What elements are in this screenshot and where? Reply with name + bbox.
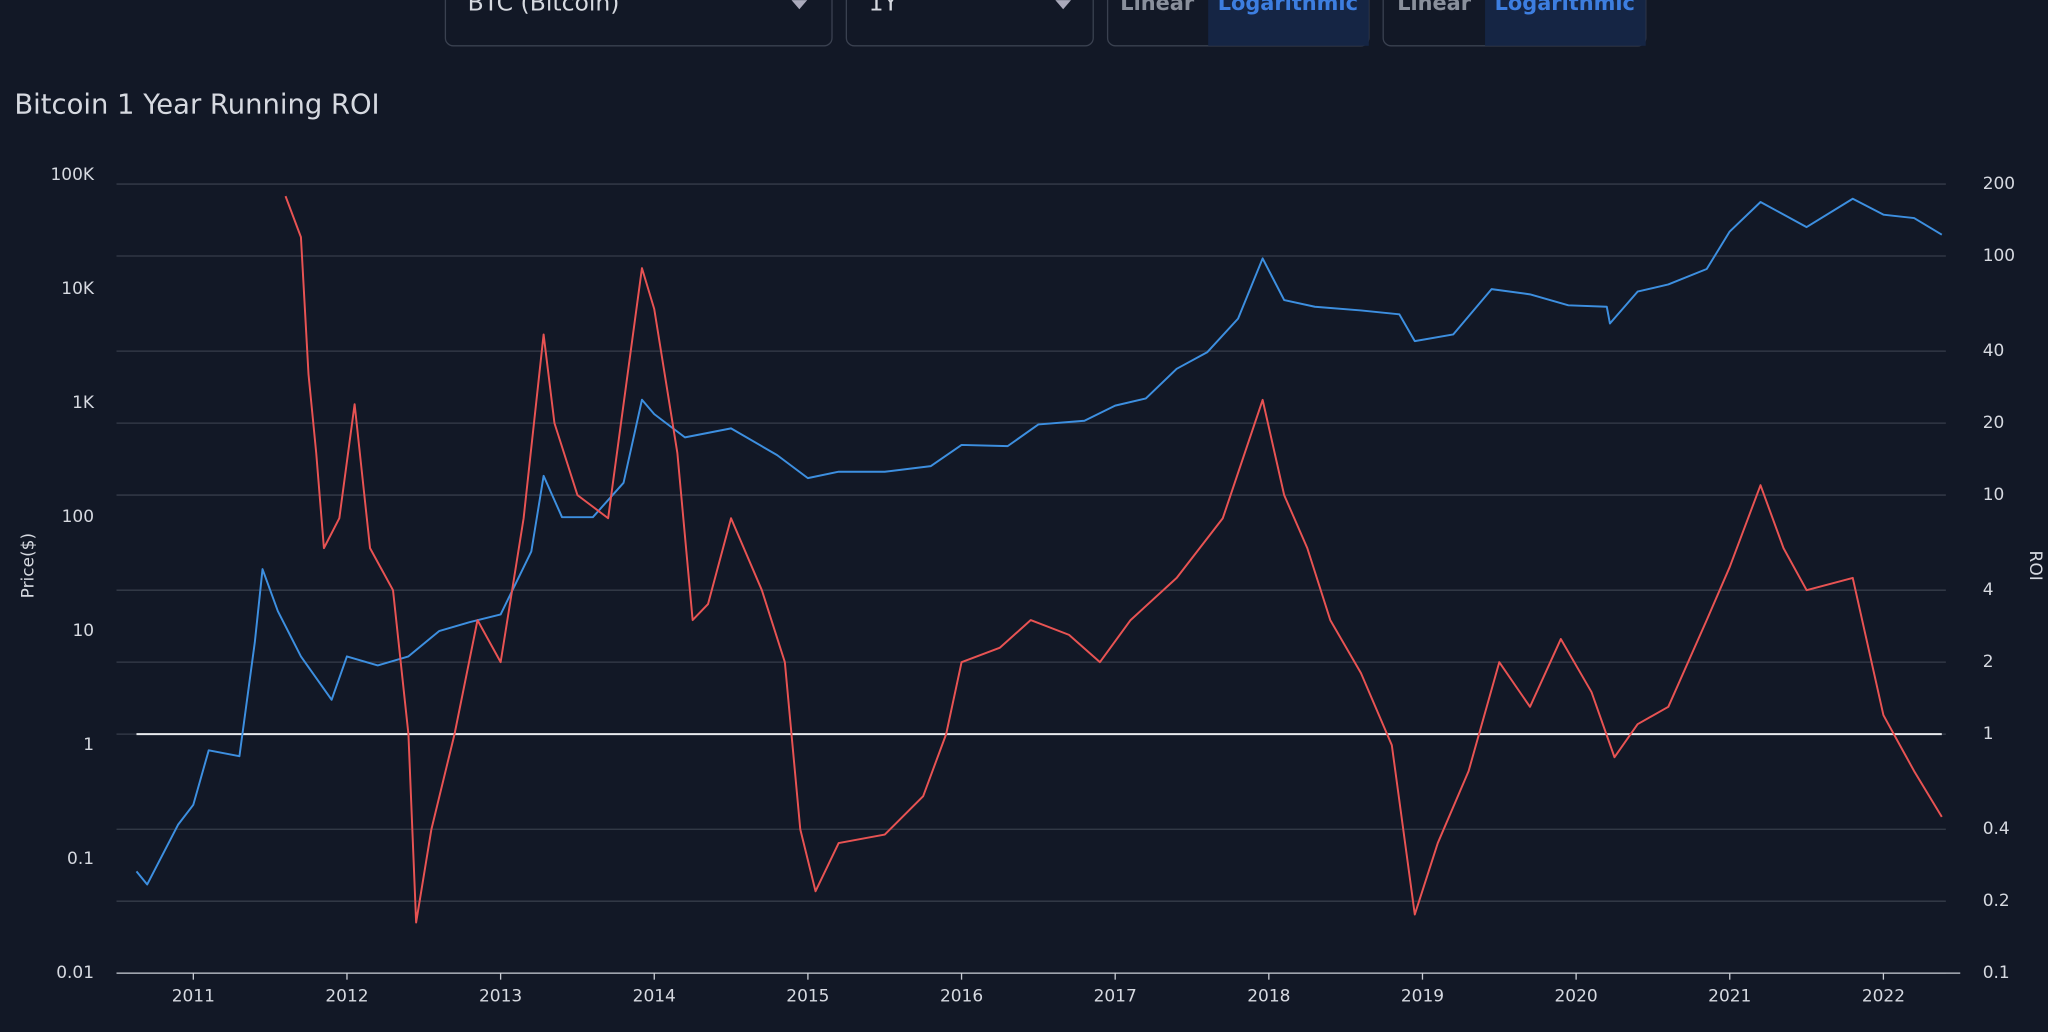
- y2-tick-label: 10: [1983, 485, 2005, 505]
- x-tick-label: 2022: [1862, 987, 1905, 1007]
- y2-tick-label: 20: [1983, 413, 2005, 433]
- dropdown-arrow: [791, 0, 808, 10]
- x-tick-label: 2015: [786, 987, 829, 1007]
- linear-button[interactable]: Linear: [1397, 0, 1472, 15]
- y2-axis-title: ROI: [2025, 551, 2045, 581]
- period-value: 1Y: [869, 0, 899, 17]
- y2-tick-label: 2: [1983, 652, 1994, 672]
- x-tick-label: 2020: [1555, 987, 1598, 1007]
- chart-title: Bitcoin 1 Year Running ROI: [14, 89, 379, 120]
- series-line: [284, 195, 1943, 924]
- asset-dropdown[interactable]: [444, 0, 833, 47]
- x-tick-label: 2013: [479, 987, 522, 1007]
- active-option: [1208, 0, 1369, 46]
- x-tick-label: 2016: [940, 987, 983, 1007]
- linear-button[interactable]: Linear: [1120, 0, 1195, 15]
- x-tick-label: 2014: [633, 987, 676, 1007]
- x-tick-label: 2021: [1708, 987, 1751, 1007]
- asset-value: BTC (Bitcoin): [468, 0, 620, 17]
- y-tick-label: 1K: [72, 393, 95, 413]
- period-dropdown[interactable]: [845, 0, 1094, 47]
- x-tick-label: 2011: [172, 987, 215, 1007]
- log-button[interactable]: Logarithmic: [1218, 0, 1358, 15]
- active-option: [1485, 0, 1646, 46]
- x-tick-label: 2017: [1094, 987, 1137, 1007]
- y-axis-title: Price($): [19, 533, 39, 598]
- y2-tick-label: 0.4: [1983, 819, 2010, 839]
- series-line: [135, 197, 1943, 886]
- controls: BTC (Bitcoin) 1Y Linear Logarithmic Line…: [444, 0, 1647, 47]
- log-button[interactable]: Logarithmic: [1495, 0, 1635, 15]
- y-tick-label: 100K: [51, 165, 95, 185]
- y2-tick-label: 40: [1983, 341, 2005, 361]
- x-tick-label: 2018: [1247, 987, 1290, 1007]
- y-tick-label: 10K: [61, 279, 95, 299]
- dropdown-arrow: [1055, 0, 1072, 10]
- y2-tick-label: 1: [1983, 724, 1994, 744]
- y-tick-label: 10: [72, 621, 94, 641]
- y2-tick-label: 0.1: [1983, 963, 2010, 983]
- x-tick-label: 2012: [325, 987, 368, 1007]
- y-tick-label: 0.01: [56, 963, 94, 983]
- y2-tick-label: 100: [1983, 246, 2015, 266]
- y-tick-label: 100: [62, 507, 94, 527]
- y-tick-label: 0.1: [67, 849, 94, 869]
- y2-tick-label: 0.2: [1983, 891, 2010, 911]
- y-tick-label: 1: [83, 735, 94, 755]
- y2-tick-label: 200: [1983, 174, 2015, 194]
- y2-tick-label: 4: [1983, 580, 1994, 600]
- x-tick-label: 2019: [1401, 987, 1444, 1007]
